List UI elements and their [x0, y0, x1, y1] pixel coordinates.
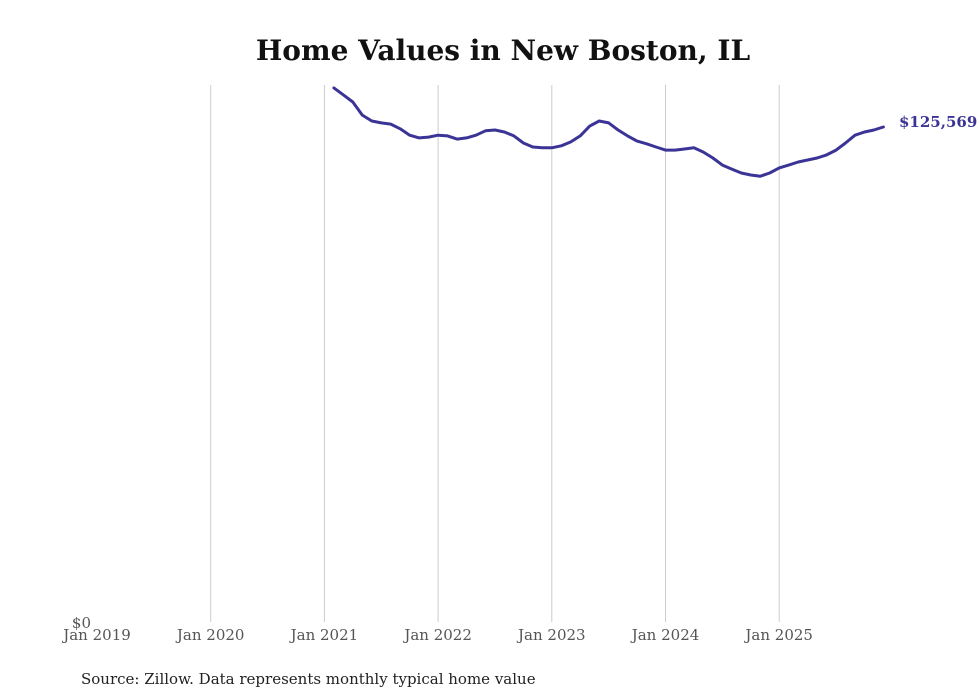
- x-axis: Jan 2019 Jan 2020 Jan 2021 Jan 2022 Jan 2023…: [61, 626, 813, 644]
- x-tick-label: Jan 2019: [61, 626, 131, 644]
- y-tick-label: $0: [72, 614, 91, 632]
- gridlines: [210, 85, 780, 622]
- x-tick-label: Jan 2023: [516, 626, 586, 644]
- x-tick-label: Jan 2022: [402, 626, 472, 644]
- x-tick-label: Jan 2024: [630, 626, 700, 644]
- series-line: [332, 86, 885, 178]
- x-tick-label: Jan 2020: [175, 626, 245, 644]
- x-tick-label: Jan 2025: [743, 626, 813, 644]
- source-note: Source: Zillow. Data represents monthly …: [81, 670, 536, 688]
- chart-title: Home Values in New Boston, IL: [256, 34, 751, 67]
- x-tick-label: Jan 2021: [289, 626, 359, 644]
- end-value-label: $125,569: [899, 113, 977, 131]
